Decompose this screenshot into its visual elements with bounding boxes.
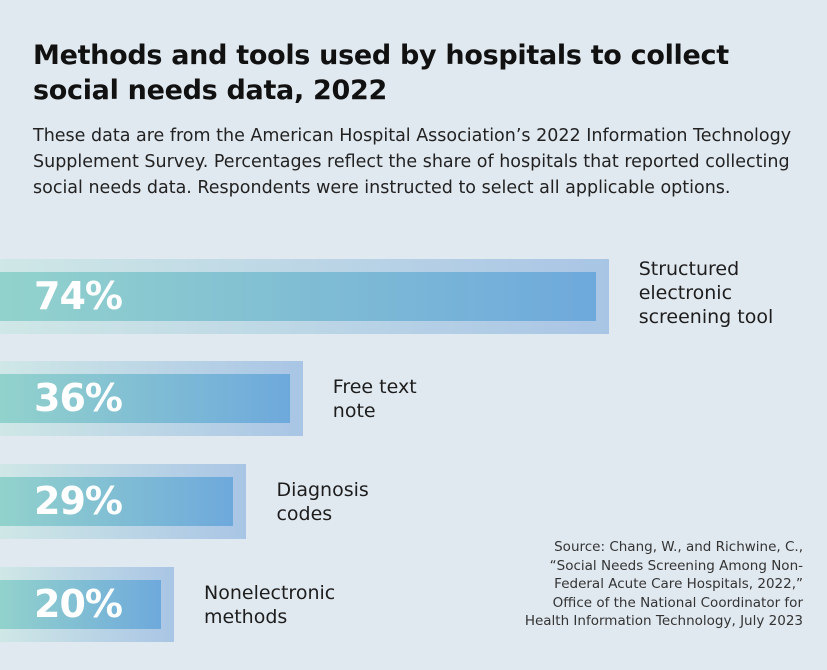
chart-subtitle: These data are from the American Hospita… bbox=[33, 126, 792, 198]
chart-title: Methods and tools used by hospitals to c… bbox=[33, 40, 729, 106]
bar-category-label: Nonelectronic methods bbox=[204, 582, 336, 628]
bar bbox=[0, 272, 596, 321]
source-note: Source: Chang, W., and Richwine, C., “So… bbox=[524, 539, 803, 629]
bar bbox=[0, 580, 161, 629]
bar-category-label: Structured electronic screening tool bbox=[638, 258, 774, 328]
bar bbox=[0, 477, 234, 526]
bar-category-label: Diagnosis codes bbox=[276, 479, 369, 525]
bar-value-label: 29% bbox=[34, 479, 123, 523]
bar-value-label: 36% bbox=[34, 376, 123, 420]
bar-value-label: 74% bbox=[34, 274, 123, 318]
bar-value-label: 20% bbox=[34, 582, 123, 626]
bar-category-label: Free text note bbox=[332, 376, 417, 422]
bar bbox=[0, 374, 290, 423]
